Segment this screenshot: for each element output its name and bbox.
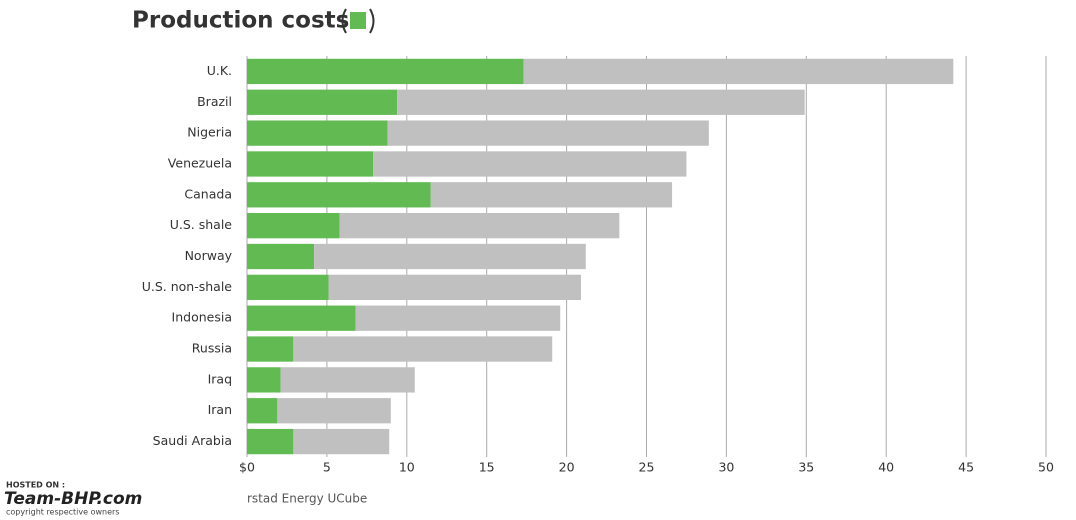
bar-segment <box>247 243 315 270</box>
bar-segment <box>247 336 294 362</box>
y-tick-label: Nigeria <box>187 125 232 140</box>
bar-segment <box>247 120 388 146</box>
y-tick-label: U.K. <box>207 63 232 78</box>
x-tick-label: 10 <box>399 460 415 475</box>
y-tick-label: Norway <box>185 248 233 263</box>
bar-segment <box>430 182 673 208</box>
bar-segment <box>280 367 415 393</box>
bar-segment <box>523 58 954 85</box>
legend-swatch <box>350 12 366 29</box>
y-tick-label: Iraq <box>208 371 232 386</box>
watermark-site: Team-BHP.com <box>4 489 142 509</box>
source: rstad Energy UCube <box>247 492 367 506</box>
x-tick-label: 5 <box>323 460 331 475</box>
y-tick-label: Brazil <box>197 94 232 109</box>
bar-segment <box>314 243 586 270</box>
bar-segment <box>355 305 561 331</box>
x-tick-label: 30 <box>718 460 734 475</box>
x-tick-label: 25 <box>639 460 655 475</box>
bar-segment <box>247 398 278 424</box>
legend-marker <box>341 8 375 34</box>
bar-segment <box>247 367 281 393</box>
bar-segment <box>328 274 581 300</box>
y-tick-label: Iran <box>208 402 232 417</box>
watermark-hosted: HOSTED ON : <box>6 481 65 490</box>
bar-segment <box>247 89 398 115</box>
y-tick-label: Russia <box>192 341 232 356</box>
x-tick-label: 40 <box>878 460 894 475</box>
y-tick-label: Canada <box>184 186 232 201</box>
bar-segment <box>277 398 391 424</box>
bar-segment <box>247 274 329 300</box>
y-tick-label: Venezuela <box>168 155 232 170</box>
paren-left <box>341 8 347 34</box>
bar-segment <box>247 305 356 331</box>
y-tick-label: U.S. non-shale <box>142 279 233 294</box>
bar-segment <box>387 120 709 146</box>
bar-segment <box>247 213 340 239</box>
bar-segment <box>293 428 390 455</box>
x-tick-label: 50 <box>1038 460 1054 475</box>
y-tick-label: Indonesia <box>172 310 232 325</box>
legend-title: Production costs <box>132 8 349 34</box>
bar-segment <box>247 151 374 177</box>
x-tick-label: $0 <box>239 460 255 475</box>
bar-segment <box>339 213 620 239</box>
x-tick-label: 20 <box>559 460 575 475</box>
x-tick-label: 35 <box>798 460 814 475</box>
y-tick-label: U.S. shale <box>170 217 233 232</box>
bar-segment <box>247 428 294 455</box>
bar-segment <box>373 151 687 177</box>
y-tick-label: Saudi Arabia <box>153 433 232 448</box>
bar-segment <box>397 89 805 115</box>
watermark-copyright: copyright respective owners <box>6 508 120 517</box>
x-tick-label: 15 <box>479 460 495 475</box>
bar-segment <box>293 336 553 362</box>
x-tick-label: 45 <box>958 460 974 475</box>
paren-right <box>369 8 375 34</box>
bar-segment <box>247 182 431 208</box>
bar-segment <box>247 58 524 85</box>
